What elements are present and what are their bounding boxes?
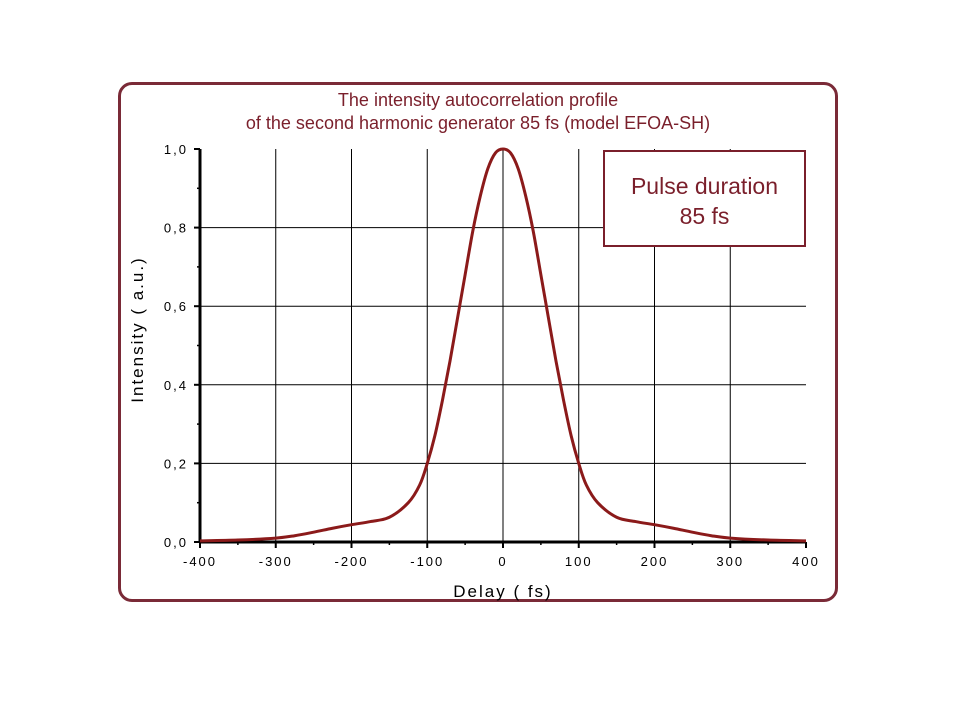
x-tick-label: -200 xyxy=(334,554,368,569)
x-tick-label: -300 xyxy=(259,554,293,569)
y-tick-label: 0,8 xyxy=(164,221,188,236)
y-tick-label: 1,0 xyxy=(164,142,188,157)
y-tick-label: 0,6 xyxy=(164,299,188,314)
x-tick-label: 300 xyxy=(716,554,744,569)
chart-subtitle: of the second harmonic generator 85 fs (… xyxy=(245,113,711,133)
chart-title: The intensity autocorrelation profile xyxy=(337,90,619,110)
x-axis-title: Delay ( fs) xyxy=(453,582,552,601)
x-tick-label: -400 xyxy=(183,554,217,569)
pulse-duration-label: Pulse duration xyxy=(630,173,779,199)
x-tick-label: 100 xyxy=(565,554,593,569)
y-tick-label: 0,2 xyxy=(164,456,188,471)
x-tick-label: 400 xyxy=(792,554,820,569)
autocorrelation-curve xyxy=(199,147,807,543)
x-tick-label: -100 xyxy=(410,554,444,569)
y-tick-label: 0,0 xyxy=(164,535,188,550)
pulse-duration-value: 85 fs xyxy=(679,203,730,229)
y-tick-label: 0,4 xyxy=(164,378,188,393)
x-tick-label: 200 xyxy=(641,554,669,569)
y-axis-title: Intensity ( a.u.) xyxy=(128,256,147,402)
x-tick-label: 0 xyxy=(498,554,507,569)
chart-frame xyxy=(118,82,838,602)
pulse-duration-note: Pulse duration 85 fs xyxy=(603,150,806,247)
